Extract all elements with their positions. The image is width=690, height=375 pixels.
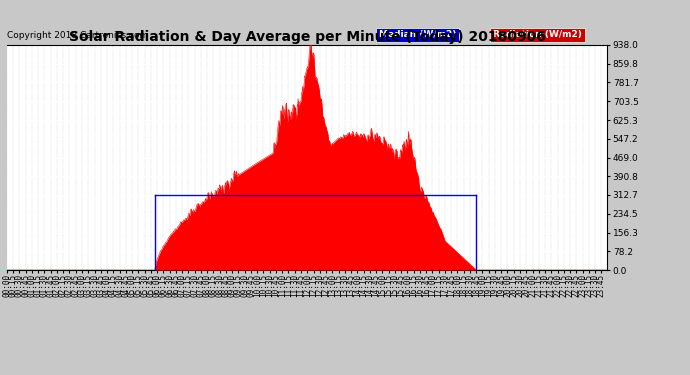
Text: Median (W/m2): Median (W/m2) bbox=[379, 30, 457, 39]
Text: Radiation (W/m2): Radiation (W/m2) bbox=[493, 30, 582, 39]
Title: Solar Radiation & Day Average per Minute (Today) 20180906: Solar Radiation & Day Average per Minute… bbox=[68, 30, 546, 44]
Text: Copyright 2018 Cartronics.com: Copyright 2018 Cartronics.com bbox=[7, 32, 148, 40]
